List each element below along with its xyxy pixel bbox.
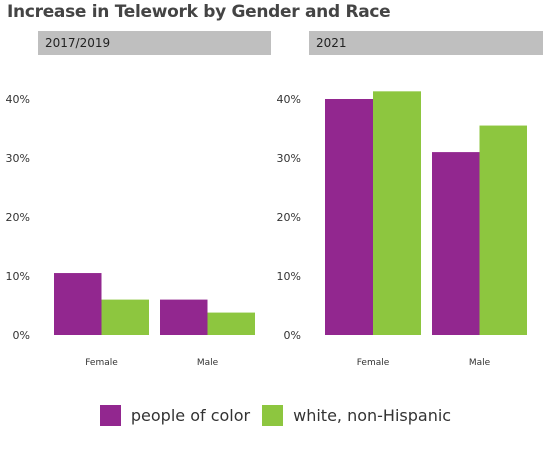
legend-item-white-non-hispanic: white, non-Hispanic xyxy=(262,404,452,426)
legend-label: white, non-Hispanic xyxy=(293,405,452,425)
legend-item-people-of-color: people of color xyxy=(99,404,251,426)
bar-people-of-color-male xyxy=(160,299,208,335)
legend-label: people of color xyxy=(130,405,251,425)
legend: people of color white, non-Hispanic xyxy=(0,402,551,428)
x-category-label: Male xyxy=(469,358,491,368)
y-tick-label: 40% xyxy=(277,93,301,106)
bar-people-of-color-female xyxy=(325,99,373,335)
x-category-label: Female xyxy=(357,358,390,368)
bar-white-non-hispanic-male xyxy=(207,312,255,335)
bar-people-of-color-male xyxy=(432,152,480,335)
y-tick-label: 0% xyxy=(13,329,30,342)
panel-plot-2017-2019: 0% 10% 20% 30% 40% Female Male xyxy=(6,93,255,368)
legend-swatch xyxy=(262,404,284,426)
panel-strip-label: 2021 xyxy=(309,31,543,55)
y-tick-label: 30% xyxy=(277,152,301,165)
bar-white-non-hispanic-female xyxy=(373,91,421,335)
chart-title: Increase in Telework by Gender and Race xyxy=(7,2,391,22)
legend-swatch xyxy=(99,404,121,426)
bar-white-non-hispanic-female xyxy=(101,299,149,335)
panel-strip-label: 2017/2019 xyxy=(38,31,271,55)
y-tick-label: 30% xyxy=(6,152,30,165)
y-tick-label: 20% xyxy=(6,211,30,224)
y-tick-label: 10% xyxy=(277,270,301,283)
panel-2017-2019: 2017/2019 0% 10% 20% 30% 40% Female Male xyxy=(6,31,271,368)
panel-plot-2021: 0% 10% 20% 30% 40% Female Male xyxy=(277,91,527,368)
x-category-label: Female xyxy=(85,358,118,368)
y-tick-label: 40% xyxy=(6,93,30,106)
bar-people-of-color-female xyxy=(54,273,102,335)
x-category-label: Male xyxy=(197,358,219,368)
y-tick-label: 10% xyxy=(6,270,30,283)
panel-2021: 2021 0% 10% 20% 30% 40% Female Male xyxy=(277,31,543,368)
y-tick-label: 20% xyxy=(277,211,301,224)
y-tick-label: 0% xyxy=(284,329,301,342)
bar-white-non-hispanic-male xyxy=(479,125,527,335)
